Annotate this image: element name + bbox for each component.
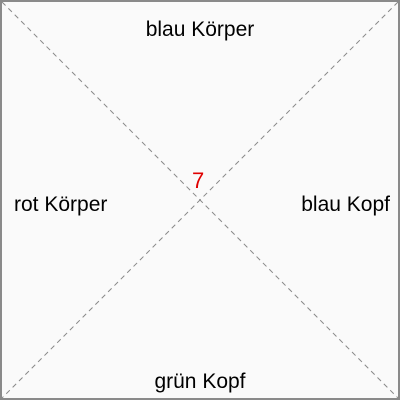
center-number: 7 <box>192 168 205 193</box>
top-label: blau Körper <box>145 18 255 41</box>
bottom-label: grün Kopf <box>154 370 246 393</box>
left-label: rot Körper <box>14 193 108 216</box>
right-label: blau Kopf <box>301 193 390 216</box>
